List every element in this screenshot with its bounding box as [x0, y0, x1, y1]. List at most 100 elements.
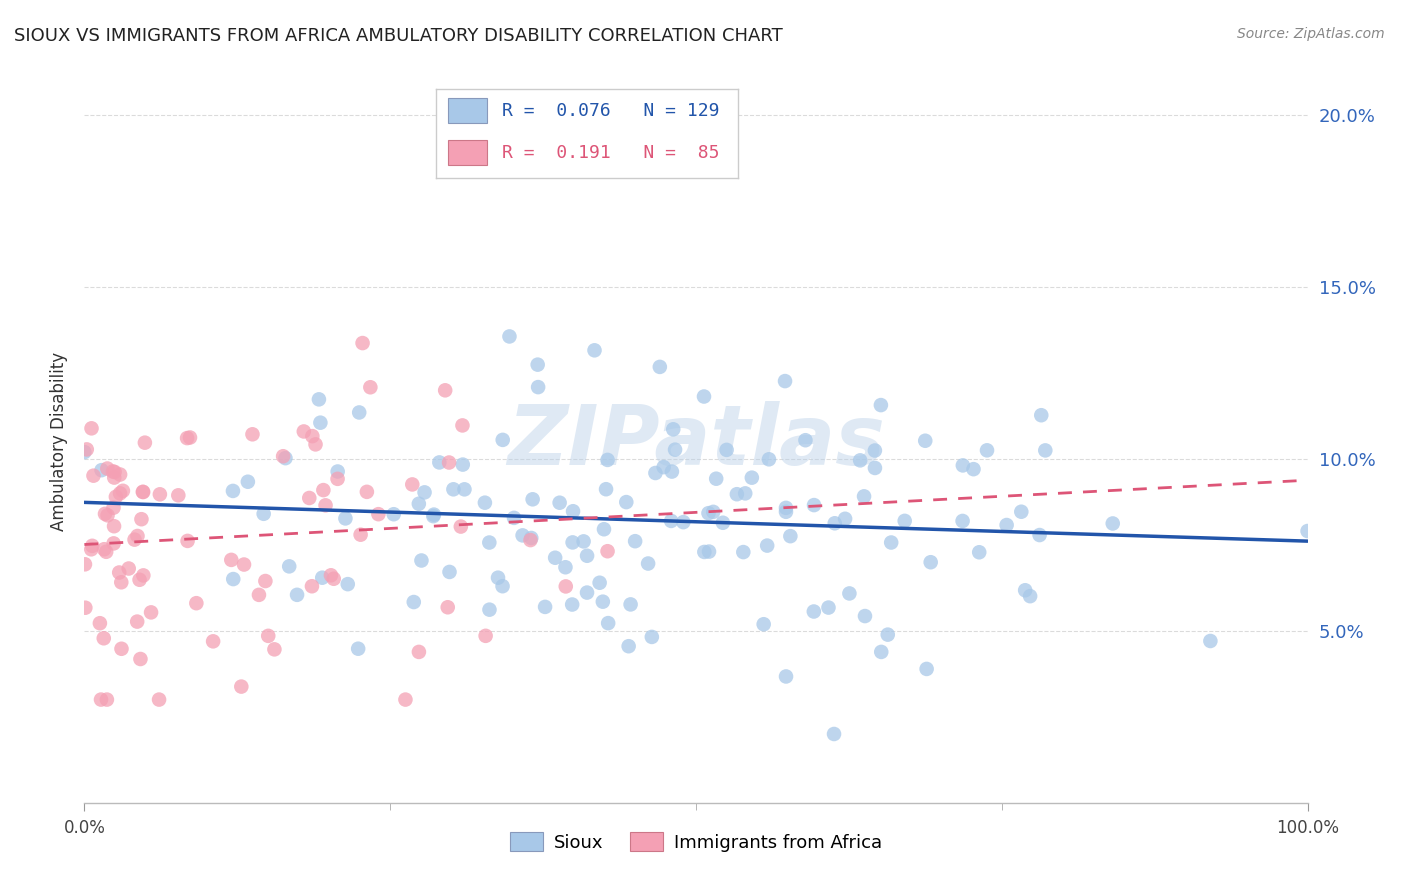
Point — [89, 616, 111, 631]
Point — [572, 534, 595, 549]
Point — [326, 465, 349, 479]
Point — [773, 374, 796, 388]
Point — [592, 595, 614, 609]
Point — [96, 545, 118, 559]
Point — [1296, 524, 1319, 538]
Point — [752, 617, 775, 632]
Point — [359, 380, 381, 394]
Point — [544, 550, 567, 565]
Point — [834, 512, 856, 526]
Point — [80, 542, 103, 557]
Point — [1014, 583, 1036, 598]
Point — [527, 380, 550, 394]
Point — [453, 483, 475, 497]
Point — [733, 545, 755, 559]
Point — [1028, 528, 1050, 542]
Point — [413, 485, 436, 500]
Point — [794, 434, 817, 448]
Point — [863, 461, 886, 475]
Point — [148, 692, 170, 706]
Point — [322, 572, 344, 586]
Point — [441, 483, 464, 497]
Point — [876, 627, 898, 641]
Point — [394, 692, 416, 706]
Point — [693, 390, 716, 404]
Point — [1033, 443, 1056, 458]
Point — [503, 511, 526, 525]
Point — [672, 515, 695, 529]
Point — [451, 418, 474, 433]
Point — [741, 470, 763, 484]
Point — [474, 629, 496, 643]
Point — [1199, 634, 1222, 648]
Point — [803, 498, 825, 512]
Point — [624, 534, 647, 549]
Point — [274, 451, 297, 466]
Point — [271, 449, 294, 463]
Point — [311, 571, 333, 585]
Point — [711, 516, 734, 530]
Point — [554, 560, 576, 574]
Point — [596, 544, 619, 558]
Point — [301, 579, 323, 593]
Point — [561, 535, 583, 549]
Point — [853, 609, 876, 624]
Point — [408, 645, 430, 659]
Point — [90, 692, 112, 706]
Point — [93, 632, 115, 646]
Point — [127, 529, 149, 543]
Point — [756, 539, 779, 553]
Point — [90, 463, 112, 477]
Point — [498, 329, 520, 343]
Point — [186, 596, 208, 610]
Point — [734, 486, 756, 500]
Point — [952, 458, 974, 473]
Point — [80, 421, 103, 435]
Point — [253, 507, 276, 521]
Point — [221, 553, 243, 567]
Point — [76, 442, 98, 457]
Point — [620, 598, 643, 612]
Point — [82, 539, 104, 553]
Point — [598, 616, 620, 631]
Point — [595, 482, 617, 496]
Point — [775, 500, 797, 515]
Point — [870, 398, 893, 412]
Point — [96, 461, 118, 475]
Point — [335, 511, 357, 525]
Point — [312, 483, 335, 497]
Point — [914, 434, 936, 448]
Point — [278, 559, 301, 574]
Point — [411, 553, 433, 567]
Point — [124, 533, 146, 547]
Point — [693, 545, 716, 559]
Point — [110, 575, 132, 590]
Point — [561, 598, 583, 612]
Point — [319, 568, 342, 582]
Text: ZIPatlas: ZIPatlas — [508, 401, 884, 482]
Point — [664, 442, 686, 457]
Point — [492, 433, 515, 447]
Point — [702, 505, 724, 519]
Point — [103, 519, 125, 533]
Point — [920, 555, 942, 569]
Point — [588, 575, 610, 590]
Text: Source: ZipAtlas.com: Source: ZipAtlas.com — [1237, 27, 1385, 41]
Point — [716, 442, 738, 457]
Point — [451, 458, 474, 472]
Point — [450, 519, 472, 533]
Point — [704, 472, 727, 486]
Point — [474, 496, 496, 510]
Point — [382, 507, 405, 521]
Point — [434, 384, 457, 398]
Point — [127, 615, 149, 629]
Point — [326, 472, 349, 486]
Text: R =  0.191   N =  85: R = 0.191 N = 85 — [502, 144, 720, 161]
Point — [254, 574, 277, 588]
Point — [491, 579, 513, 593]
Point — [176, 431, 198, 445]
Point — [641, 630, 664, 644]
Point — [352, 336, 374, 351]
Point — [562, 504, 585, 518]
Point — [583, 343, 606, 358]
